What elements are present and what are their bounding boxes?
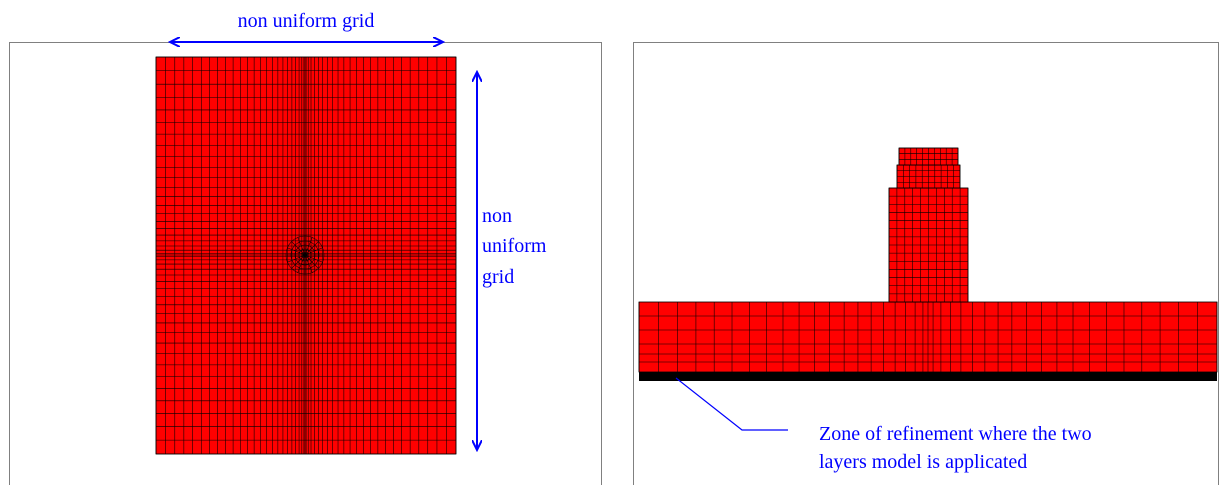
- callout-leader-line: [675, 377, 788, 431]
- refinement-spokes: [286, 236, 324, 274]
- refinement-zone: [639, 372, 1217, 381]
- left-mesh-body-lines: [155, 56, 457, 455]
- right-panel-frame: [633, 42, 1219, 485]
- callout-text-line-1: Zone of refinement where the two: [819, 423, 1092, 445]
- side-grid-label-line-1: non: [482, 205, 512, 227]
- left-mesh: [155, 56, 457, 455]
- side-grid-label-line-3: grid: [482, 266, 514, 288]
- side-grid-label-line-2: uniform: [482, 235, 547, 257]
- column-step-lines: [896, 164, 961, 189]
- callout-text-line-2: layers model is applicated: [819, 451, 1027, 473]
- column-cap-lines: [898, 147, 959, 166]
- center-refinement: [285, 235, 325, 275]
- left-panel: non uniform grid non uniform grid: [9, 10, 602, 485]
- refinement-center: [303, 253, 307, 257]
- right-mesh: [638, 147, 1218, 381]
- top-grid-label: non uniform grid: [238, 10, 375, 32]
- base-slab-lines: [638, 302, 1218, 372]
- right-panel: Zone of refinement where the two layers …: [633, 42, 1219, 485]
